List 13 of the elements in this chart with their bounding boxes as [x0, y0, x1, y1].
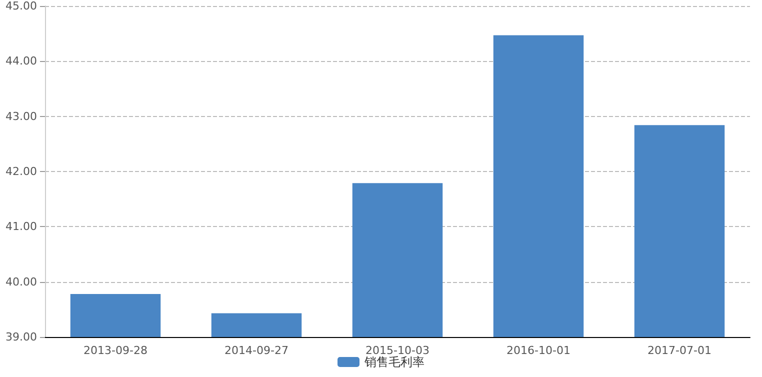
- y-tick-label: 39.00: [6, 330, 37, 344]
- x-tick-label: 2013-09-28: [84, 344, 148, 357]
- x-tick-label: 2016-10-01: [506, 344, 570, 357]
- y-tick-label: 40.00: [6, 275, 37, 288]
- y-tick-label: 43.00: [6, 110, 37, 123]
- x-tick-label: 2017-07-01: [648, 344, 712, 357]
- y-tick-label: 44.00: [6, 54, 37, 68]
- x-tick-label: 2015-10-03: [366, 344, 430, 357]
- y-tick-label: 41.00: [6, 220, 37, 234]
- y-tick-label: 45.00: [6, 0, 37, 12]
- legend-label: 销售毛利率: [364, 355, 424, 369]
- x-tick-label: 2014-09-27: [224, 344, 288, 357]
- y-tick-label: 42.00: [6, 165, 37, 178]
